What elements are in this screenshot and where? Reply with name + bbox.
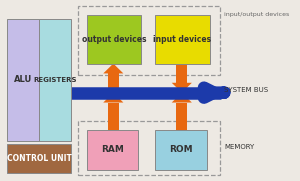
Text: input devices: input devices xyxy=(153,35,212,44)
Text: output devices: output devices xyxy=(82,35,146,44)
Text: SYSTEM BUS: SYSTEM BUS xyxy=(224,87,268,94)
Bar xyxy=(87,130,139,170)
Polygon shape xyxy=(103,64,123,73)
Text: ALU: ALU xyxy=(14,75,32,84)
Text: ROM: ROM xyxy=(169,145,193,154)
Text: RAM: RAM xyxy=(101,145,124,154)
Bar xyxy=(108,102,119,130)
Bar xyxy=(176,102,187,130)
Bar xyxy=(78,6,220,75)
Bar xyxy=(7,144,71,173)
Text: REGISTERS: REGISTERS xyxy=(34,77,77,83)
Text: input/output devices: input/output devices xyxy=(224,12,290,17)
Text: CONTROL UNIT: CONTROL UNIT xyxy=(7,154,72,163)
Polygon shape xyxy=(103,93,123,102)
Bar xyxy=(176,64,187,83)
Bar xyxy=(7,19,39,141)
Bar xyxy=(155,15,210,64)
Bar xyxy=(78,121,220,175)
Bar xyxy=(155,130,207,170)
Bar xyxy=(108,73,119,93)
Bar xyxy=(39,19,71,141)
Polygon shape xyxy=(172,83,192,93)
Text: MEMORY: MEMORY xyxy=(224,144,254,150)
Bar xyxy=(87,15,141,64)
Polygon shape xyxy=(172,93,192,102)
